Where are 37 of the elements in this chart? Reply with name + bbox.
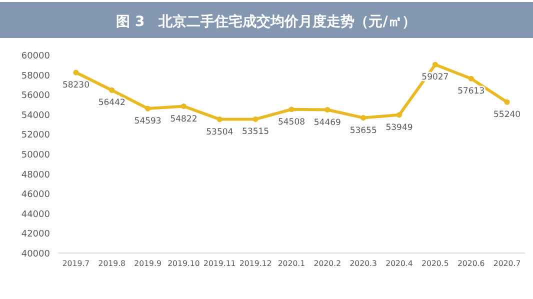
y-tick-label: 48000: [21, 170, 50, 180]
data-label: 57613: [458, 86, 485, 97]
point: [360, 115, 366, 121]
data-label: 53515: [242, 127, 270, 138]
point: [216, 116, 222, 122]
data-label: 53655: [350, 126, 377, 136]
data-label: 54508: [278, 117, 306, 128]
data-label: 56442: [98, 98, 126, 108]
data-label: 53949: [386, 122, 413, 133]
y-tick-label: 54000: [21, 110, 50, 121]
y-tick-label: 40000: [21, 250, 50, 260]
point: [504, 99, 510, 105]
data-label: 53504: [206, 127, 234, 138]
point: [396, 112, 402, 118]
y-tick-label: 44000: [21, 210, 50, 220]
y-tick-label: 56000: [21, 91, 50, 102]
data-label: 54593: [134, 116, 162, 127]
point: [468, 76, 474, 82]
point: [73, 70, 79, 76]
y-tick-label: 52000: [21, 130, 50, 141]
point: [288, 106, 294, 112]
chart-title: 图 3 北京二手住宅成交均价月度走势（元/㎡）: [116, 13, 416, 30]
y-tick-label: 60000: [21, 52, 50, 62]
y-tick-label: 58000: [21, 71, 50, 82]
point: [145, 106, 151, 112]
point: [252, 116, 258, 122]
y-tick-label: 46000: [21, 190, 50, 200]
data-label: 54469: [314, 118, 341, 128]
data-label: 55240: [494, 110, 521, 120]
data-label: 54822: [170, 114, 198, 124]
y-tick-label: 42000: [21, 230, 50, 240]
point: [109, 87, 115, 94]
point: [180, 103, 187, 110]
point: [324, 106, 330, 113]
y-tick-label: 50000: [21, 150, 50, 160]
data-label: 58230: [62, 80, 90, 91]
point: [432, 62, 438, 68]
